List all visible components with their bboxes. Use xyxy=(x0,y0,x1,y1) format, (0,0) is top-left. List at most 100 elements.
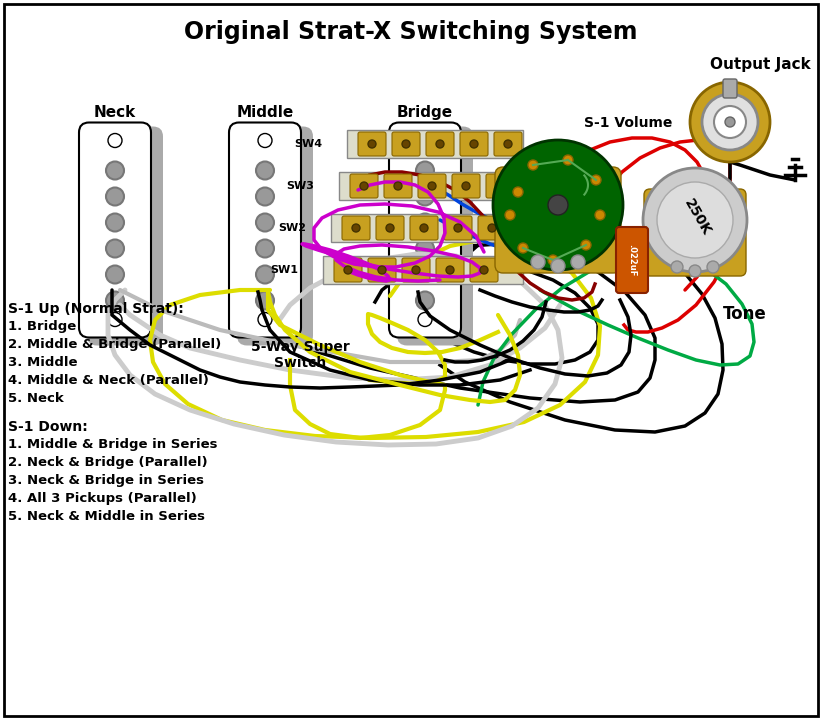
Text: S-1 Volume: S-1 Volume xyxy=(584,116,672,130)
Circle shape xyxy=(496,182,504,190)
Text: Middle: Middle xyxy=(237,105,293,120)
FancyBboxPatch shape xyxy=(229,122,301,338)
Circle shape xyxy=(418,312,432,326)
Circle shape xyxy=(108,312,122,326)
Circle shape xyxy=(528,160,538,170)
Text: 5. Neck & Middle in Series: 5. Neck & Middle in Series xyxy=(8,510,205,523)
Circle shape xyxy=(418,133,432,148)
Circle shape xyxy=(480,266,488,274)
Circle shape xyxy=(428,182,436,190)
Circle shape xyxy=(470,140,478,148)
Circle shape xyxy=(386,224,394,232)
FancyBboxPatch shape xyxy=(389,122,461,338)
FancyBboxPatch shape xyxy=(397,127,473,346)
Circle shape xyxy=(352,224,360,232)
Circle shape xyxy=(518,243,528,253)
Text: 5. Neck: 5. Neck xyxy=(8,392,64,405)
Circle shape xyxy=(106,161,124,179)
Text: SW3: SW3 xyxy=(286,181,314,191)
FancyBboxPatch shape xyxy=(368,258,396,282)
FancyBboxPatch shape xyxy=(495,167,621,273)
Circle shape xyxy=(571,255,585,269)
Text: 3. Neck & Bridge in Series: 3. Neck & Bridge in Series xyxy=(8,474,204,487)
FancyBboxPatch shape xyxy=(460,132,488,156)
Circle shape xyxy=(106,214,124,232)
Text: 5-Way Super
Switch: 5-Way Super Switch xyxy=(251,340,349,370)
Circle shape xyxy=(108,133,122,148)
Text: Output Jack: Output Jack xyxy=(709,57,810,72)
Circle shape xyxy=(591,175,601,185)
Circle shape xyxy=(402,140,410,148)
Text: Original Strat-X Switching System: Original Strat-X Switching System xyxy=(184,20,638,44)
Circle shape xyxy=(420,224,428,232)
Circle shape xyxy=(256,214,274,232)
Circle shape xyxy=(505,210,515,220)
Circle shape xyxy=(416,240,434,258)
FancyBboxPatch shape xyxy=(426,132,454,156)
FancyBboxPatch shape xyxy=(478,216,506,240)
FancyBboxPatch shape xyxy=(418,174,446,198)
FancyBboxPatch shape xyxy=(358,132,386,156)
Circle shape xyxy=(548,195,568,215)
Circle shape xyxy=(493,140,623,270)
FancyBboxPatch shape xyxy=(342,216,370,240)
Circle shape xyxy=(344,266,352,274)
Circle shape xyxy=(256,161,274,179)
Circle shape xyxy=(256,240,274,258)
Circle shape xyxy=(690,82,770,162)
Circle shape xyxy=(689,265,701,277)
Circle shape xyxy=(707,261,719,273)
Text: 2. Middle & Bridge (Parallel): 2. Middle & Bridge (Parallel) xyxy=(8,338,221,351)
Text: SW1: SW1 xyxy=(270,265,298,275)
Circle shape xyxy=(725,117,735,127)
Text: .022uF: .022uF xyxy=(627,244,636,276)
Text: SW2: SW2 xyxy=(278,223,306,233)
FancyBboxPatch shape xyxy=(237,127,313,346)
Circle shape xyxy=(702,94,758,150)
FancyBboxPatch shape xyxy=(384,174,412,198)
Text: SW4: SW4 xyxy=(294,139,322,149)
Text: 1. Middle & Bridge in Series: 1. Middle & Bridge in Series xyxy=(8,438,218,451)
Circle shape xyxy=(563,155,573,165)
Circle shape xyxy=(412,266,420,274)
Circle shape xyxy=(671,261,683,273)
Text: 3. Middle: 3. Middle xyxy=(8,356,77,369)
Circle shape xyxy=(106,266,124,284)
Text: 4. All 3 Pickups (Parallel): 4. All 3 Pickups (Parallel) xyxy=(8,492,196,505)
Text: 2. Neck & Bridge (Parallel): 2. Neck & Bridge (Parallel) xyxy=(8,456,208,469)
Circle shape xyxy=(416,292,434,310)
Text: S-1 Up (Normal Strat):: S-1 Up (Normal Strat): xyxy=(8,302,184,316)
FancyBboxPatch shape xyxy=(470,258,498,282)
Circle shape xyxy=(106,187,124,205)
Circle shape xyxy=(513,187,523,197)
Circle shape xyxy=(595,210,605,220)
FancyBboxPatch shape xyxy=(339,172,523,200)
Circle shape xyxy=(394,182,402,190)
FancyBboxPatch shape xyxy=(452,174,480,198)
Circle shape xyxy=(436,140,444,148)
Circle shape xyxy=(258,312,272,326)
FancyBboxPatch shape xyxy=(323,256,523,284)
Circle shape xyxy=(416,214,434,232)
Circle shape xyxy=(360,182,368,190)
Circle shape xyxy=(416,266,434,284)
FancyBboxPatch shape xyxy=(87,127,163,346)
FancyBboxPatch shape xyxy=(723,79,737,98)
Circle shape xyxy=(378,266,386,274)
Text: 250K: 250K xyxy=(681,197,713,238)
FancyBboxPatch shape xyxy=(331,214,523,242)
Text: 1. Bridge: 1. Bridge xyxy=(8,320,76,333)
FancyBboxPatch shape xyxy=(486,174,514,198)
Circle shape xyxy=(548,255,558,265)
Text: Neck: Neck xyxy=(94,105,136,120)
FancyBboxPatch shape xyxy=(644,189,746,276)
FancyBboxPatch shape xyxy=(402,258,430,282)
Circle shape xyxy=(454,224,462,232)
Circle shape xyxy=(551,259,565,273)
Circle shape xyxy=(258,133,272,148)
Circle shape xyxy=(488,224,496,232)
FancyBboxPatch shape xyxy=(410,216,438,240)
Circle shape xyxy=(643,168,747,272)
Text: Bridge: Bridge xyxy=(397,105,453,120)
Circle shape xyxy=(504,140,512,148)
